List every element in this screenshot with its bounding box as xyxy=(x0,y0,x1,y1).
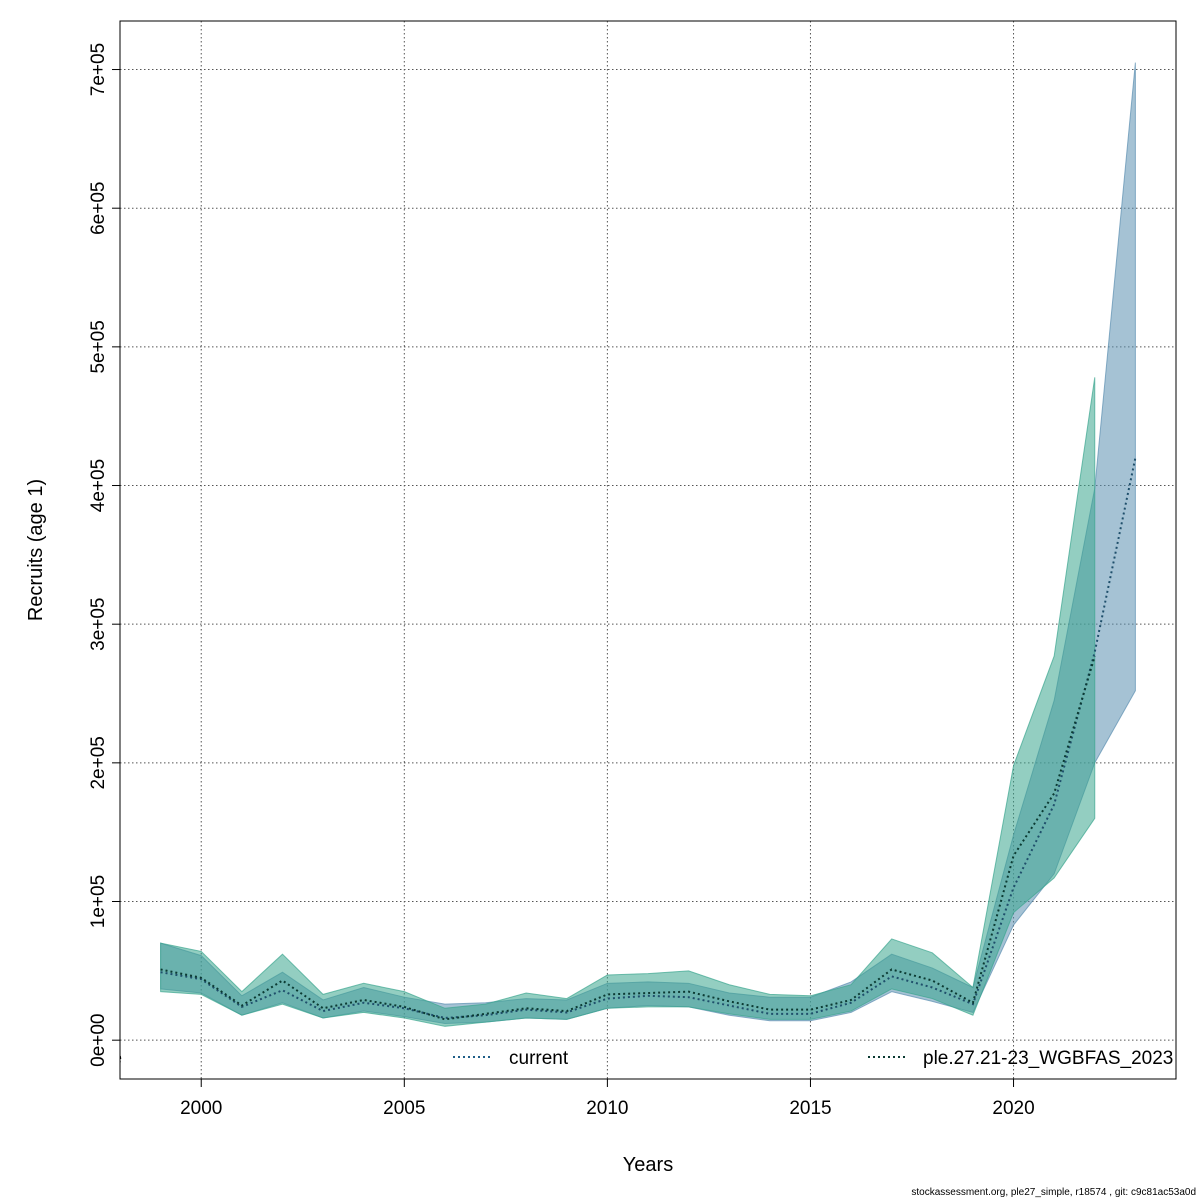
confidence-bands xyxy=(160,62,1136,1027)
y-axis: 0e+00 1e+05 2e+05 3e+05 4e+05 5e+05 6e+05 7e+05 xyxy=(88,43,120,1067)
x-tick-label: 2010 xyxy=(586,1098,628,1119)
y-tick-label: 5e+05 xyxy=(88,320,109,373)
y-tick-label: 0e+00 xyxy=(88,1013,109,1066)
y-tick-label: 2e+05 xyxy=(88,736,109,789)
series-line xyxy=(160,457,1137,1019)
legend-label: ple.27.21-23_WGBFAS_2023 xyxy=(923,1048,1173,1069)
confidence-band xyxy=(160,62,1136,1025)
plot-frame xyxy=(119,20,1177,1080)
legend-label: current xyxy=(509,1048,569,1069)
x-tick-label: 2000 xyxy=(180,1098,222,1119)
x-axis: 2000 2005 2010 2015 2020 xyxy=(180,1079,1035,1119)
x-tick-label: 2020 xyxy=(992,1098,1034,1119)
y-axis-title: Recruits (age 1) xyxy=(25,479,47,621)
series-lines xyxy=(160,457,1137,1021)
confidence-band xyxy=(160,377,1096,1027)
y-tick-label: 1e+05 xyxy=(88,875,109,928)
y-tick-label: 4e+05 xyxy=(88,459,109,512)
y-tick-label: 3e+05 xyxy=(88,597,109,650)
x-tick-label: 2015 xyxy=(789,1098,831,1119)
series-line xyxy=(160,655,1096,1021)
x-tick-label: 2005 xyxy=(383,1098,425,1119)
y-tick-label: 6e+05 xyxy=(88,182,109,235)
x-axis-title: Years xyxy=(623,1154,673,1176)
legend: se current ple.27.21-23_WGBFAS_2023 xyxy=(102,1048,1173,1069)
y-tick-label: 7e+05 xyxy=(88,43,109,96)
legend-label: se xyxy=(102,1048,122,1069)
footer-credit: stockassessment.org, ple27_simple, r1857… xyxy=(911,1187,1196,1198)
